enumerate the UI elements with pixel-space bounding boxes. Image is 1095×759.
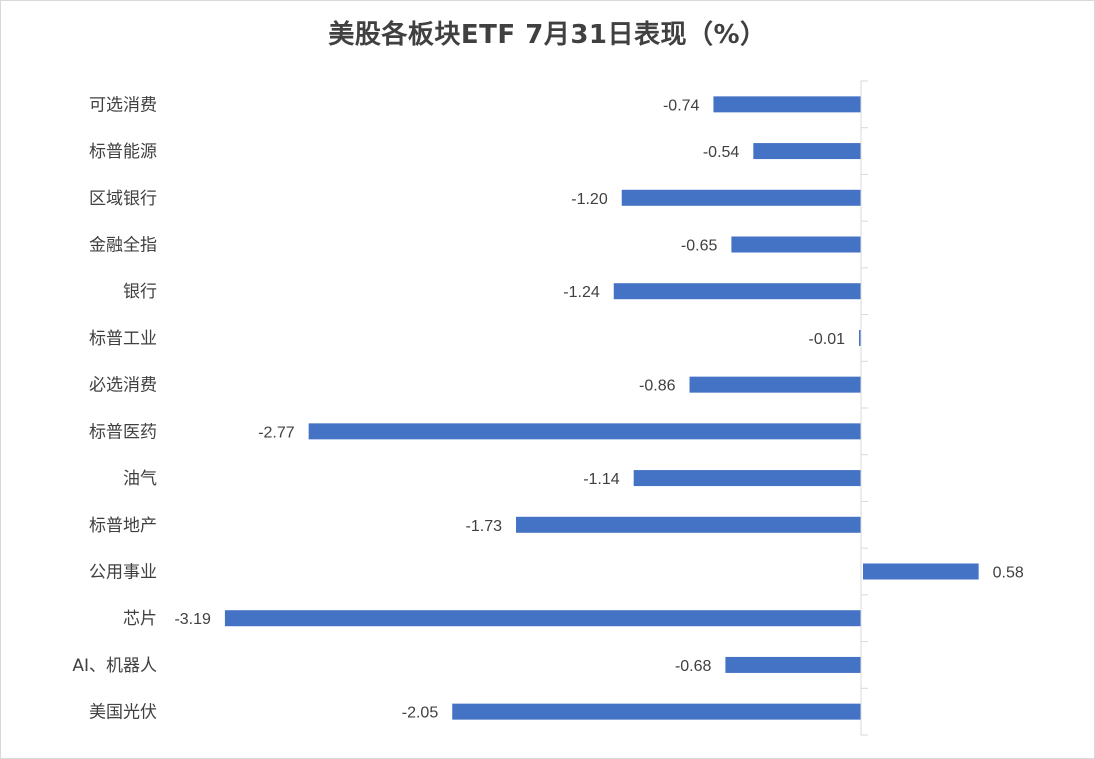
category-label-8: 油气 xyxy=(123,469,157,489)
chart-title: 美股各板块ETF 7月31日表现（%） xyxy=(328,20,767,50)
value-label-2: -1.20 xyxy=(571,191,608,208)
value-label-0: -0.74 xyxy=(663,97,700,114)
value-label-9: -1.73 xyxy=(466,518,503,535)
category-label-11: 芯片 xyxy=(123,609,157,629)
bars-group xyxy=(224,96,979,720)
category-axis xyxy=(860,80,868,736)
category-label-1: 标普能源 xyxy=(89,142,157,162)
category-label-6: 必选消费 xyxy=(89,376,157,396)
value-label-10: 0.58 xyxy=(993,565,1024,582)
bar-1 xyxy=(753,143,861,160)
bar-13 xyxy=(452,703,861,720)
bar-7 xyxy=(308,423,861,440)
category-label-0: 可选消费 xyxy=(89,95,157,115)
category-label-5: 标普工业 xyxy=(89,329,157,349)
bar-10 xyxy=(863,563,979,580)
bar-4 xyxy=(613,283,861,300)
value-label-3: -0.65 xyxy=(681,238,718,255)
value-labels: -0.74 -0.54 -1.20 -0.65 -1.24 -0.01 -0.86 -2.77… xyxy=(174,97,1023,721)
bar-6 xyxy=(689,376,861,393)
value-label-5: -0.01 xyxy=(809,331,846,348)
value-label-7: -2.77 xyxy=(258,424,295,441)
category-label-13: 美国光伏 xyxy=(89,703,157,723)
category-label-10: 公用事业 xyxy=(89,563,157,583)
value-label-13: -2.05 xyxy=(402,705,439,722)
value-label-1: -0.54 xyxy=(703,144,740,161)
bar-9 xyxy=(516,516,861,533)
category-label-4: 银行 xyxy=(123,282,157,302)
value-label-4: -1.24 xyxy=(563,284,600,301)
category-labels: 可选消费标普能源区域银行金融全指银行标普工业必选消费标普医药油气标普地产公用事业… xyxy=(72,95,157,722)
bar-8 xyxy=(633,470,861,487)
bar-11 xyxy=(224,610,861,627)
category-label-12: AI、机器人 xyxy=(72,656,157,676)
value-label-8: -1.14 xyxy=(583,471,620,488)
value-label-12: -0.68 xyxy=(675,658,712,675)
bar-3 xyxy=(731,236,861,253)
category-label-7: 标普医药 xyxy=(89,422,157,442)
category-label-3: 金融全指 xyxy=(89,236,157,256)
bar-2 xyxy=(621,189,861,206)
category-label-2: 区域银行 xyxy=(89,189,157,209)
category-label-9: 标普地产 xyxy=(89,516,157,536)
bar-12 xyxy=(725,656,861,673)
bar-5 xyxy=(859,329,861,346)
bar-0 xyxy=(713,96,861,113)
value-label-11: -3.19 xyxy=(174,611,211,628)
value-label-6: -0.86 xyxy=(639,378,676,395)
